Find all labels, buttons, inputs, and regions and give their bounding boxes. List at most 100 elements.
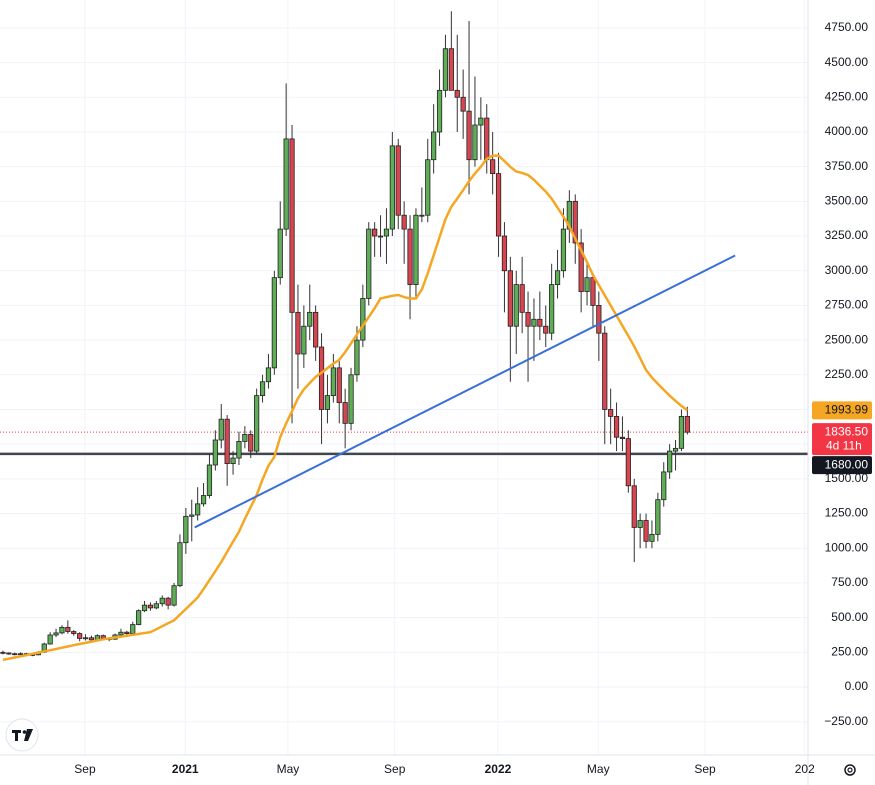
candle-body <box>401 214 407 230</box>
candle-body <box>619 436 626 440</box>
candle-body <box>183 515 189 544</box>
candle-body <box>678 416 685 449</box>
candle-body <box>661 471 667 501</box>
candle-body <box>490 159 496 174</box>
x-tick-label: Sep <box>384 762 406 776</box>
candle-body <box>389 145 395 230</box>
x-tick-label: Sep <box>694 762 716 776</box>
candle-body <box>153 603 159 609</box>
candle-body <box>124 631 130 634</box>
candle-body <box>649 533 655 542</box>
x-tick-label: 202 <box>795 762 815 776</box>
candle-body <box>53 632 59 636</box>
candle-body <box>206 464 213 496</box>
candle-body <box>454 89 460 98</box>
y-tick-label: 250.00 <box>831 644 868 658</box>
candle-body <box>189 514 195 517</box>
candle-body <box>431 131 437 161</box>
candle-body <box>65 626 71 632</box>
candle-body <box>318 346 325 410</box>
y-tick-label: 4000.00 <box>825 124 869 138</box>
candle-body <box>407 228 413 285</box>
candle-body <box>88 637 95 641</box>
candle-body <box>667 450 673 473</box>
candle-body <box>336 367 342 403</box>
grid <box>0 0 808 755</box>
candle-body <box>631 485 637 528</box>
candle-body <box>259 381 266 397</box>
candle-body <box>118 631 124 636</box>
x-tick-label: May <box>587 762 610 776</box>
y-tick-label: 3500.00 <box>825 194 869 208</box>
candle-body <box>313 311 319 348</box>
candle-body <box>549 284 555 334</box>
candle-body <box>655 499 661 535</box>
y-tick-label: 0.00 <box>845 679 869 693</box>
candle-body <box>513 284 519 327</box>
candle-body <box>537 318 543 327</box>
candle-body <box>236 440 242 459</box>
candle-body <box>224 418 230 465</box>
candle-body <box>484 117 490 161</box>
candle-body <box>625 438 631 487</box>
ma-price-label: 1993.99 <box>825 402 869 416</box>
trend-line <box>194 254 736 529</box>
candle-body <box>295 311 301 355</box>
moving-average <box>2 154 689 662</box>
candle-body <box>248 434 254 452</box>
candle-body <box>12 653 18 656</box>
candle-body <box>478 117 484 126</box>
candle-body <box>460 96 466 112</box>
plot-area <box>0 11 808 662</box>
candle-body <box>59 626 65 634</box>
candle-body <box>324 395 331 410</box>
candle-body <box>643 520 649 542</box>
candle-body <box>47 634 53 645</box>
y-tick-label: 2500.00 <box>825 332 869 346</box>
y-tick-label: −250.00 <box>824 714 868 728</box>
candle-body <box>590 277 596 306</box>
candle-body <box>584 277 590 292</box>
candle-body <box>395 145 401 216</box>
candle-body <box>77 633 83 639</box>
candle-body <box>289 138 295 313</box>
hline-price-label: 1680.00 <box>825 457 869 471</box>
y-tick-label: 2750.00 <box>825 298 869 312</box>
candle-body <box>596 305 602 334</box>
candle-body <box>71 631 77 634</box>
candle-body <box>230 457 236 465</box>
candle-body <box>18 653 24 656</box>
candle-body <box>165 597 171 606</box>
candle-body <box>159 597 165 605</box>
candle-body <box>147 604 154 609</box>
y-tick-label: 1250.00 <box>825 506 869 520</box>
settings-icon[interactable] <box>844 764 856 776</box>
candle-body <box>472 124 478 161</box>
candle-body <box>442 48 449 91</box>
candle-body <box>531 318 537 327</box>
candle-body <box>265 367 272 383</box>
candle-body <box>672 447 679 452</box>
ma-price-box <box>812 401 872 420</box>
candle-body <box>0 651 6 654</box>
candle-body <box>348 374 354 424</box>
candle-body <box>501 235 508 272</box>
candle-body <box>448 48 454 91</box>
countdown-label: 4d 11h <box>826 438 862 452</box>
candle-body <box>525 311 531 327</box>
last-price-label: 1836.50 <box>825 424 869 438</box>
candle-body <box>572 200 578 244</box>
y-tick-label: 3000.00 <box>825 263 869 277</box>
candle-body <box>554 270 561 285</box>
candle-body <box>200 495 207 505</box>
candle-body <box>519 284 525 313</box>
candle-body <box>171 585 177 606</box>
x-tick-label: May <box>277 762 300 776</box>
candle-body <box>436 89 443 133</box>
candle-body <box>254 395 260 452</box>
candle-body <box>507 270 513 327</box>
candle-body <box>419 214 425 217</box>
y-tick-label: 2250.00 <box>825 367 869 381</box>
x-tick-label: 2021 <box>172 762 199 776</box>
